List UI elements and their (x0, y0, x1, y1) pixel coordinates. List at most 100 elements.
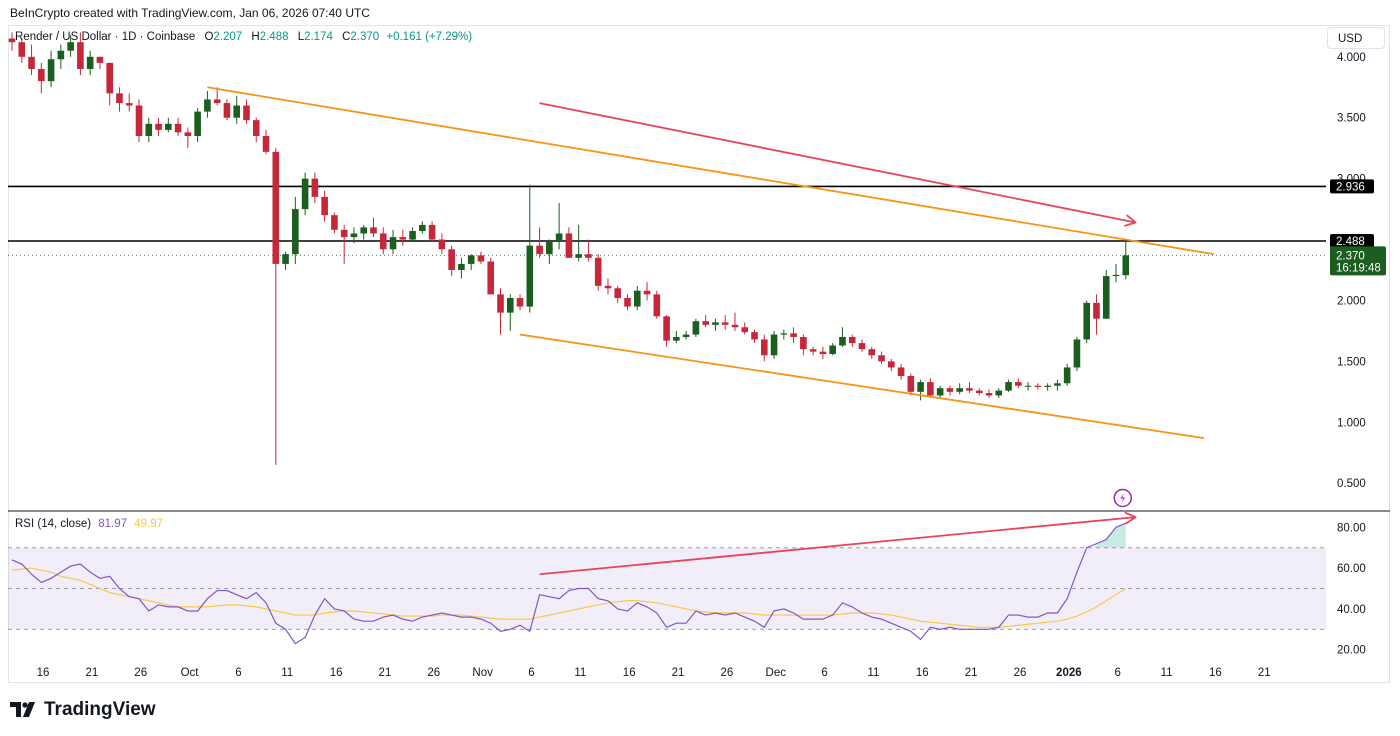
price-tick-label: 0.500 (1337, 478, 1366, 490)
candle-body (184, 132, 192, 136)
lightning-icon[interactable] (1113, 488, 1133, 508)
candle-body (194, 111, 201, 136)
low-value: 2.174 (304, 31, 333, 43)
candle-body (741, 327, 749, 333)
candle-body (702, 321, 709, 325)
candle (311, 172, 319, 203)
candle (966, 382, 973, 394)
candle-body (38, 68, 45, 82)
candle (233, 95, 241, 124)
rsi-tick-label: 20.00 (1337, 645, 1366, 657)
candle (897, 363, 905, 380)
price-level-label-bg (1330, 234, 1374, 249)
candle (262, 129, 270, 155)
high-key: H (251, 31, 260, 43)
candle-body (145, 123, 153, 136)
candle (438, 233, 446, 255)
candle (1054, 379, 1061, 391)
candle-body (204, 99, 211, 112)
date-tick-label: 2026 (1056, 667, 1082, 679)
candle-body (213, 99, 221, 104)
candle-body (125, 103, 133, 106)
candle-body (848, 337, 856, 344)
candle-body (331, 215, 338, 230)
close-value: 2.370 (350, 31, 380, 43)
candle-body (1005, 382, 1012, 391)
rsi-arrow-line[interactable] (539, 516, 1136, 576)
candle-body (653, 294, 661, 317)
candle-body (1093, 302, 1100, 319)
last-price-value: 2.370 (1336, 250, 1365, 262)
candle-body (477, 255, 485, 262)
candle (340, 224, 348, 264)
candle (731, 312, 739, 331)
candle-body (585, 254, 592, 258)
candle (780, 329, 788, 340)
candle-body (614, 288, 622, 299)
candle-body (389, 237, 397, 250)
candle-body (760, 339, 768, 356)
candle (702, 315, 709, 328)
candle-body (829, 345, 836, 355)
candle-body (262, 135, 270, 152)
candle (516, 294, 524, 311)
symbol-info: Render / US Dollar · 1D · Coinbase O2.20… (15, 31, 472, 43)
candle-body (956, 388, 963, 392)
date-tick-label: 11 (867, 667, 879, 679)
candle (536, 227, 543, 258)
date-tick-label: 6 (821, 667, 827, 679)
candle (956, 383, 963, 395)
date-tick-label: Nov (472, 667, 493, 679)
candle (868, 346, 876, 359)
date-tick-label: 11 (281, 667, 293, 679)
candle-body (135, 105, 143, 136)
candle (1122, 241, 1130, 280)
candle-body (428, 224, 436, 240)
currency-button[interactable]: USD (1327, 27, 1385, 49)
candle-body (673, 337, 680, 341)
date-tick-label: 16 (330, 667, 343, 679)
channel-upper-line[interactable] (207, 86, 1214, 256)
candle (975, 388, 983, 396)
candle-body (1112, 274, 1120, 277)
candle (8, 32, 16, 51)
candle (458, 257, 465, 279)
candle-body (272, 151, 280, 264)
candle (428, 221, 436, 242)
candle (165, 117, 172, 133)
candle-body (96, 56, 104, 63)
candle (839, 327, 846, 347)
candle (995, 388, 1003, 398)
candle-body (1073, 339, 1081, 368)
candle (848, 334, 856, 347)
candle-body (8, 38, 16, 43)
candle-body (946, 388, 954, 392)
candle (213, 87, 221, 106)
candle (565, 227, 573, 258)
candle-body (1063, 367, 1071, 384)
channel-lower-line[interactable] (519, 333, 1205, 440)
chart-frame (8, 25, 1390, 683)
price-level-label-text: 2.936 (1336, 181, 1365, 193)
rsi-tick-label: 60.00 (1337, 563, 1366, 575)
candle (1024, 382, 1032, 391)
rsi-tick-label: 40.00 (1337, 604, 1366, 616)
candle-body (458, 263, 465, 270)
candle-body (927, 382, 934, 396)
candle (917, 379, 924, 401)
candle-body (47, 59, 55, 82)
candle-body (800, 337, 807, 350)
candle-body (809, 349, 817, 352)
candle (243, 99, 250, 124)
candle (1015, 378, 1022, 389)
candle (106, 62, 113, 106)
candle-body (975, 390, 983, 394)
candle (575, 224, 582, 262)
candle (1034, 383, 1042, 390)
candle-body (419, 224, 426, 232)
candle (252, 117, 260, 143)
candle (419, 221, 426, 234)
candle-body (340, 229, 348, 238)
price-arrow-line[interactable] (539, 102, 1136, 224)
